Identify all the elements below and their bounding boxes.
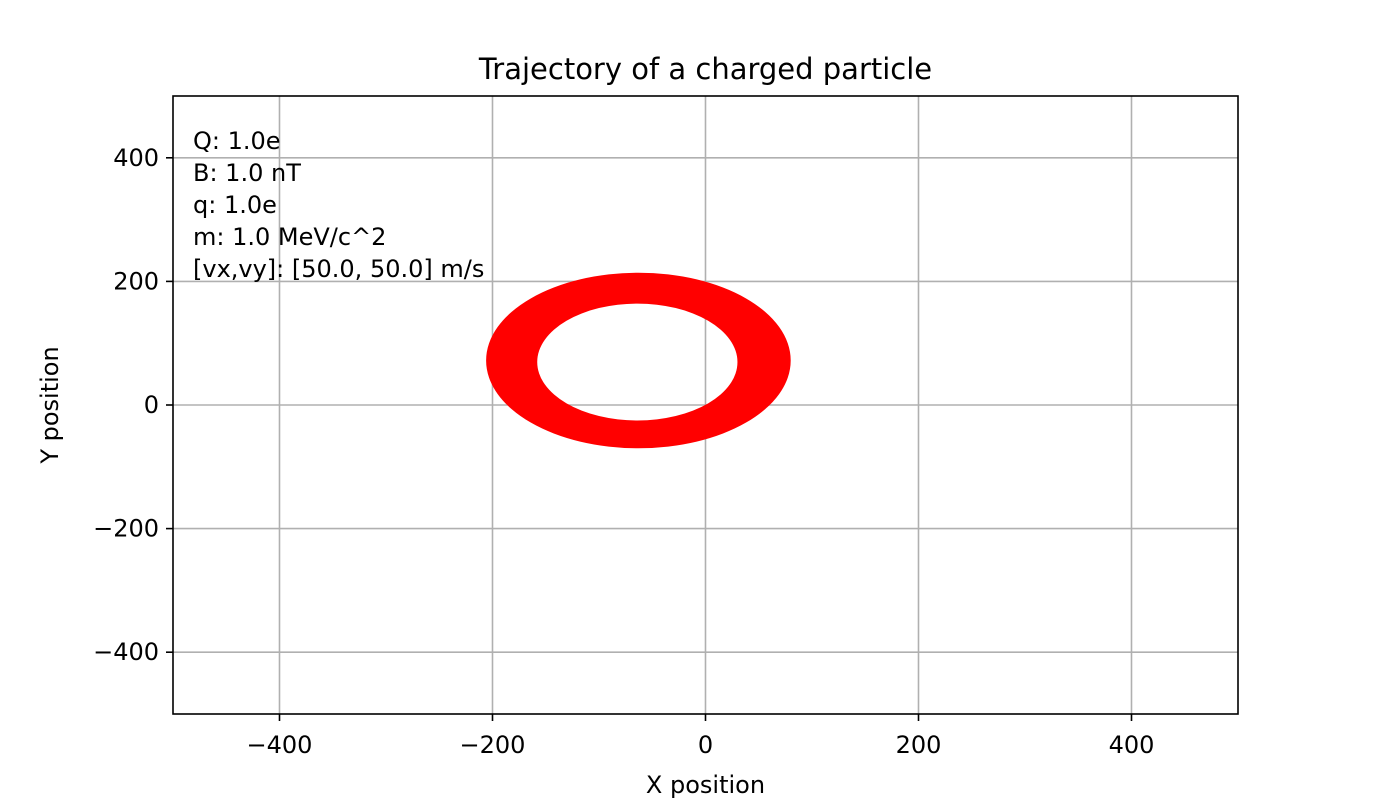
grid: [173, 96, 1238, 714]
x-tick-label: −200: [460, 731, 526, 759]
y-tick-label: 400: [113, 144, 159, 172]
y-tick-label: −400: [93, 638, 159, 666]
trajectory-band: [486, 272, 791, 449]
x-tick-label: −400: [247, 731, 313, 759]
x-ticks: −400 −200 0 200 400: [247, 714, 1155, 759]
annotation-box: Q: 1.0e B: 1.0 nT q: 1.0e m: 1.0 MeV/c^2…: [193, 127, 484, 283]
trajectory-series: [486, 272, 791, 449]
annotation-line: B: 1.0 nT: [193, 159, 301, 187]
y-tick-label: −200: [93, 515, 159, 543]
x-axis-label: X position: [646, 771, 765, 799]
y-tick-label: 0: [144, 391, 159, 419]
x-tick-label: 0: [698, 731, 713, 759]
y-axis-label: Y position: [36, 346, 64, 464]
annotation-line: [vx,vy]: [50.0, 50.0] m/s: [193, 255, 484, 283]
x-tick-label: 200: [896, 731, 942, 759]
annotation-line: m: 1.0 MeV/c^2: [193, 223, 386, 251]
chart-title: Trajectory of a charged particle: [478, 52, 932, 86]
y-tick-label: 200: [113, 267, 159, 295]
x-tick-label: 400: [1109, 731, 1155, 759]
y-ticks: −400 −200 0 200 400: [93, 144, 173, 666]
annotation-line: Q: 1.0e: [193, 127, 281, 155]
annotation-line: q: 1.0e: [193, 191, 277, 219]
